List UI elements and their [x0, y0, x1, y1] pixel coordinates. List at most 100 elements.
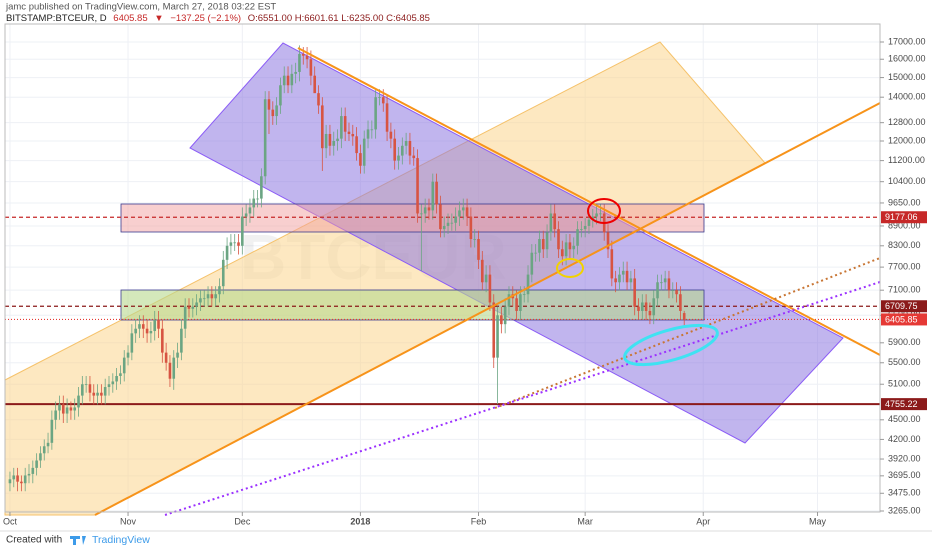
candle-body [279, 85, 282, 106]
candle-body [336, 138, 339, 142]
highlight-ellipse [587, 198, 621, 224]
candle-body [328, 133, 332, 146]
y-tick-label: 3695.00 [888, 470, 921, 480]
y-tick-label: 4200.00 [888, 434, 921, 444]
candle-body [404, 141, 408, 146]
candle-body [271, 109, 275, 117]
candle-body [27, 473, 31, 476]
candle-body [530, 252, 534, 275]
candle-body [397, 155, 400, 161]
candle-body [572, 245, 576, 250]
y-tick-label: 7700.00 [888, 261, 921, 271]
y-tick-label: 17000.00 [888, 36, 926, 46]
candle-body [545, 232, 549, 250]
candle-body [439, 204, 442, 230]
candle-body [305, 55, 309, 60]
y-tick-label: 15000.00 [888, 72, 926, 82]
y-tick-label: 9650.00 [888, 197, 921, 207]
candle-body [157, 319, 160, 329]
candle-body [671, 290, 675, 291]
candle-body [408, 141, 412, 156]
candle-body [191, 306, 195, 309]
candle-body [23, 475, 27, 484]
y-tick-label: 3475.00 [888, 488, 921, 498]
candle-body [587, 219, 591, 226]
candle-body [469, 216, 473, 240]
candle-body [682, 313, 686, 320]
candle-body [679, 294, 682, 311]
price-label-box [881, 313, 927, 326]
candle-body [625, 270, 629, 283]
candle-body [606, 232, 610, 250]
candle-body [568, 242, 572, 250]
candle-body [248, 207, 252, 214]
purple-channel [189, 42, 844, 444]
x-tick-label: Feb [471, 516, 487, 526]
candle-body [298, 53, 301, 72]
y-tick-label: 8300.00 [888, 240, 921, 250]
candle-body [484, 274, 488, 283]
candle-body [374, 97, 377, 130]
x-tick-label: Oct [3, 516, 18, 526]
footer-text: Created with [6, 535, 62, 546]
y-tick-label: 4500.00 [888, 414, 921, 424]
candle-body [515, 298, 518, 311]
x-tick-label: May [809, 516, 827, 526]
symbol: BITSTAMP:BTCEUR, D [6, 13, 107, 24]
candle-body [107, 384, 111, 388]
candle-body [503, 306, 507, 325]
plot-frame [4, 23, 881, 513]
candle-body [58, 404, 61, 411]
candle-body [549, 213, 553, 233]
y-tick-label: 12000.00 [888, 135, 926, 145]
candle-body [130, 333, 134, 353]
candle-body [324, 133, 328, 149]
candle-body [61, 404, 65, 414]
candle-body [313, 75, 316, 94]
candle-body [564, 242, 568, 257]
footer-brand[interactable]: TradingView [92, 534, 150, 546]
candle-body [256, 198, 259, 200]
price-label-box [881, 211, 927, 224]
change-arrow: ▼ [154, 13, 163, 24]
candle-body [54, 410, 57, 420]
candle-body [541, 239, 545, 250]
candle-body [580, 229, 583, 230]
candle-body [359, 153, 362, 166]
candle-body [355, 136, 358, 154]
candle-body [119, 373, 122, 376]
candle-body [84, 384, 88, 386]
price-label: 9177.06 [885, 212, 918, 222]
candle-body [180, 328, 183, 353]
candle-body [618, 274, 621, 283]
candle-body [461, 207, 465, 211]
candle-body [96, 392, 99, 396]
highlight-ellipse [623, 323, 719, 367]
candle-body [206, 294, 210, 299]
candle-body [450, 222, 454, 224]
support-zone [120, 289, 705, 321]
candle-body [16, 475, 19, 482]
candle-body [309, 59, 313, 76]
candle-body [233, 242, 237, 244]
candle-body [77, 395, 80, 408]
candle-body [100, 392, 103, 396]
candle-body [347, 131, 351, 134]
candle-body [141, 324, 145, 329]
y-tick-label: 10400.00 [888, 176, 926, 186]
y-tick-label: 5100.00 [888, 379, 921, 389]
candle-body [557, 229, 560, 250]
candle-body [282, 75, 286, 86]
byline: jamc published on TradingView.com, March… [5, 2, 276, 13]
candle-body [389, 131, 393, 139]
candle-body [210, 294, 214, 299]
candle-body [286, 75, 290, 86]
candle-body [412, 155, 416, 159]
candle-body [656, 282, 659, 299]
candle-body [591, 216, 595, 220]
candle-body [332, 141, 336, 146]
candle-body [176, 352, 179, 358]
candle-body [8, 479, 12, 484]
candle-body [366, 129, 370, 139]
